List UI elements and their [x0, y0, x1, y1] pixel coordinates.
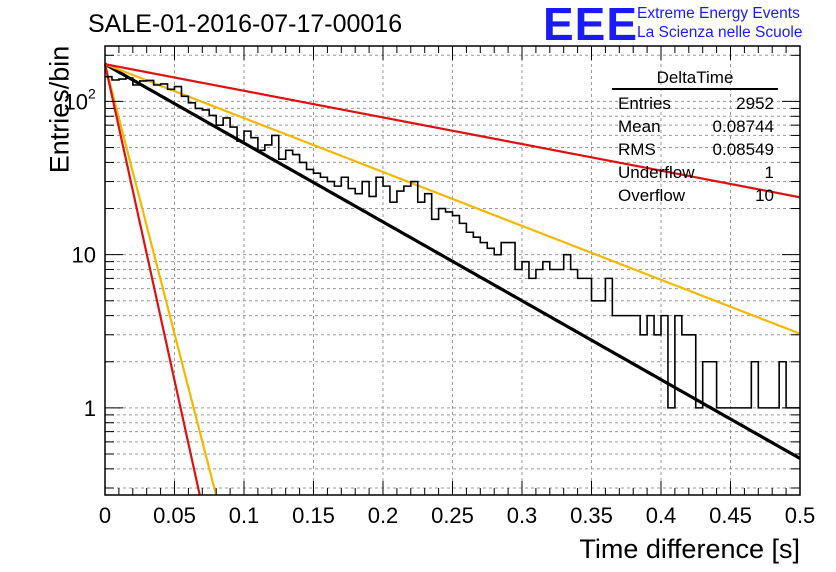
x-tick-label: 0.35 [570, 503, 613, 528]
histogram-series [105, 75, 800, 409]
x-tick-label: 0.15 [292, 503, 335, 528]
stats-value: 0.08549 [712, 140, 774, 159]
stats-value: 0.08744 [712, 117, 774, 136]
y-axis-title: Entries/bin [44, 45, 75, 174]
fit-curve-3 [103, 63, 218, 496]
fit-curve-2 [104, 63, 801, 199]
stats-row-mean: Mean 0.08744 [612, 115, 778, 138]
stats-label: RMS [618, 140, 656, 159]
x-tick-label: 0.3 [507, 503, 538, 528]
x-tick-label: 0.2 [368, 503, 399, 528]
x-tick-label: 0.5 [785, 503, 816, 528]
stats-box: DeltaTime Entries 2952 Mean 0.08744 RMS 0.0… [612, 68, 778, 207]
chart-title: SALE-01-2016-07-17-00016 [88, 10, 403, 38]
y-tick-exponent: 2 [88, 85, 96, 101]
x-tick-label: 0.25 [431, 503, 474, 528]
stats-value: 2952 [736, 94, 774, 113]
stats-row-overflow: Overflow 10 [612, 184, 778, 207]
fit-curve-4 [103, 63, 201, 496]
x-tick-label: 0.4 [646, 503, 677, 528]
stats-title: DeltaTime [656, 68, 734, 87]
eee-logo-text: Extreme Energy Events La Scienza nelle S… [637, 4, 802, 42]
stats-label: Overflow [618, 186, 686, 205]
stats-rule [612, 88, 778, 90]
fit-curves [103, 62, 801, 496]
stats-value: 1 [764, 163, 774, 182]
y-tick-label: 10 [64, 89, 88, 114]
histogram-outline [105, 75, 800, 409]
axis-ticks [104, 46, 801, 495]
logo-line-1: Extreme Energy Events [637, 5, 800, 22]
logo-line-2: La Scienza nelle Scuole [637, 24, 803, 41]
y-tick-label: 10 [72, 243, 96, 268]
x-tick-label: 0 [99, 503, 111, 528]
stats-label: Mean [618, 117, 661, 136]
stats-row-underflow: Underflow 1 [612, 161, 778, 184]
stats-label: Entries [618, 94, 671, 113]
fit-curve-1 [104, 63, 801, 335]
eee-logo: EEE [543, 0, 639, 50]
x-tick-label: 0.45 [709, 503, 752, 528]
stats-value: 10 [755, 186, 774, 205]
x-tick-labels: 0 0.05 0.1 0.15 0.2 0.25 0.3 0.35 0.4 0.45 0.5 [99, 503, 815, 528]
stats-row-rms: RMS 0.08549 [612, 138, 778, 161]
x-axis-title: Time difference [s] [579, 534, 800, 564]
stats-label: Underflow [618, 163, 695, 182]
stats-row-entries: Entries 2952 [612, 92, 778, 115]
fit-curve-0 [104, 62, 801, 460]
y-tick-label: 1 [84, 396, 96, 421]
x-tick-label: 0.1 [229, 503, 260, 528]
x-tick-label: 0.05 [153, 503, 196, 528]
